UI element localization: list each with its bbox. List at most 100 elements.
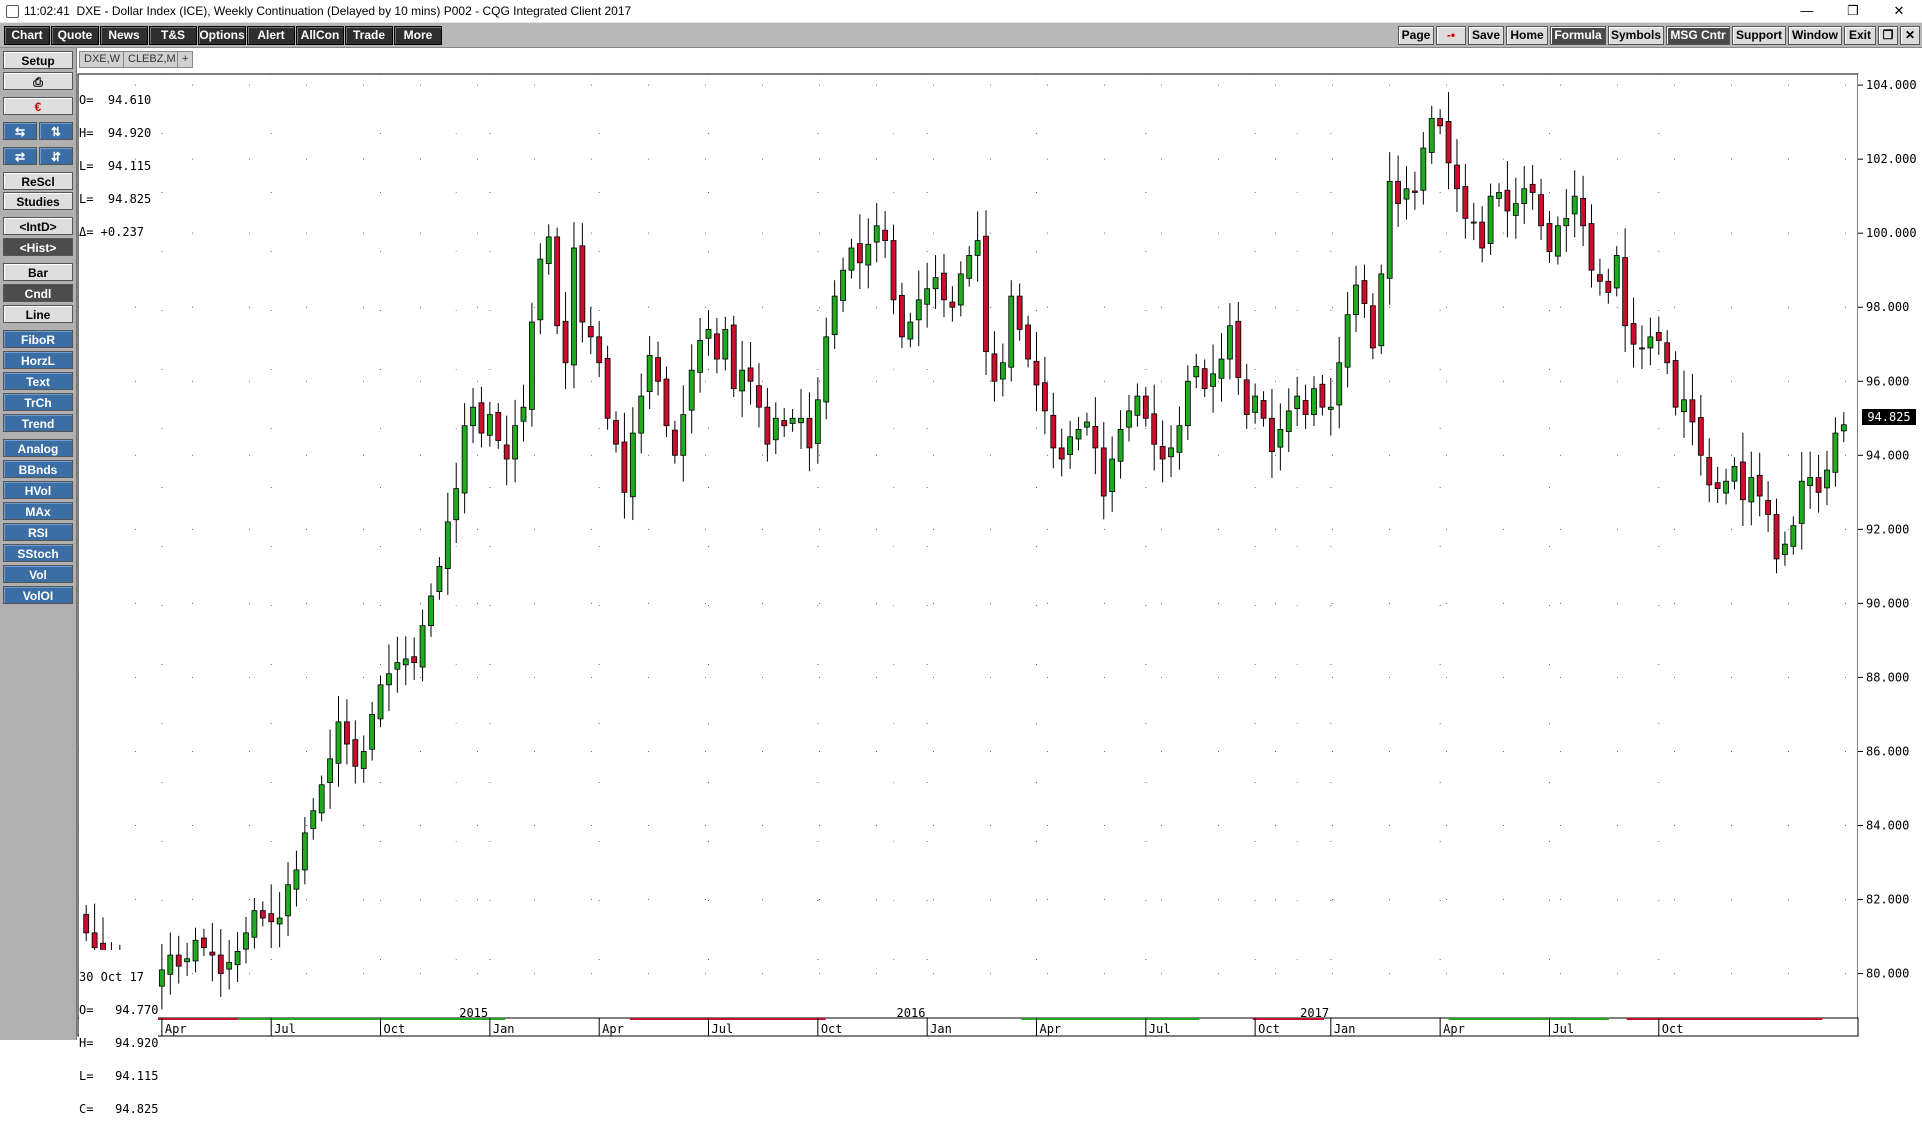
candle (722, 316, 729, 371)
horizontal-line-tool-button[interactable]: HorzL (3, 351, 73, 369)
tab-add[interactable]: + (177, 51, 194, 68)
candle-body (596, 336, 603, 364)
currency-button[interactable]: € (3, 97, 73, 115)
save-button[interactable]: Save (1468, 26, 1504, 45)
trend-tool-button[interactable]: Trend (3, 414, 73, 432)
menu-options[interactable]: Options (198, 26, 246, 45)
study-vol-button[interactable]: Vol (3, 565, 73, 583)
candle-body (243, 932, 249, 950)
candle-body (1840, 424, 1847, 432)
home-button[interactable]: Home (1506, 26, 1548, 45)
candle (974, 211, 981, 282)
msg-cntr-button[interactable]: MSG Cntr (1666, 26, 1730, 45)
text-tool-button[interactable]: Text (3, 372, 73, 390)
euro-icon: € (34, 100, 42, 114)
candle-body (924, 288, 931, 305)
candle-body (360, 751, 367, 769)
line-chart-button[interactable]: Line (3, 305, 73, 323)
candle-body (764, 406, 771, 445)
y-tick-label: 98.000 (1866, 300, 1909, 314)
scroll-vertical-button[interactable]: ⇅ (39, 122, 73, 140)
candle (873, 203, 880, 263)
candle (890, 224, 897, 315)
candle (520, 384, 527, 442)
candle (739, 340, 746, 418)
candle (1723, 468, 1729, 505)
study-hvol-button[interactable]: HVol (3, 481, 73, 499)
menu-news[interactable]: News (100, 26, 148, 45)
study-sstoch-button[interactable]: SStoch (3, 544, 73, 562)
candle (587, 307, 594, 355)
menu-trade[interactable]: Trade (345, 26, 393, 45)
page-button[interactable]: Page (1398, 26, 1434, 45)
candle-chart-button[interactable]: Cndl (3, 284, 73, 302)
study-voloi-button[interactable]: VolOI (3, 586, 73, 604)
studies-button[interactable]: Studies (3, 192, 73, 210)
candle-body (1613, 254, 1620, 289)
candle (1420, 132, 1427, 205)
price-chart[interactable]: 104.000 102.000 100.000 98.000 96.000 94.000 9… (0, 0, 1922, 1040)
rescale-button[interactable]: ReScl (3, 172, 73, 190)
candle (1361, 264, 1368, 318)
tab-dxe[interactable]: DXE,W (79, 51, 126, 68)
bar-chart-button[interactable]: Bar (3, 263, 73, 281)
candle-body (671, 429, 678, 456)
close-chart-icon[interactable]: ✕ (1900, 26, 1920, 45)
symbols-button[interactable]: Symbols (1608, 26, 1664, 45)
candle-body (1294, 395, 1301, 410)
menu-quote[interactable]: Quote (51, 26, 99, 45)
formula-button[interactable]: Formula (1550, 26, 1606, 45)
candle (772, 402, 779, 455)
candle-body (301, 832, 308, 871)
expand-button[interactable]: ⇵ (39, 147, 73, 165)
candle (646, 336, 653, 409)
compress-button[interactable]: ⇄ (3, 147, 37, 165)
close-button[interactable]: ✕ (1893, 3, 1905, 18)
fibo-tool-button[interactable]: FiboR (3, 330, 73, 348)
candle-body (1378, 273, 1385, 347)
restore-chart-icon[interactable]: ❐ (1878, 26, 1898, 45)
study-bbands-button[interactable]: BBnds (3, 460, 73, 478)
menu-ts[interactable]: T&S (149, 26, 197, 45)
candle-body (949, 301, 956, 308)
time-axis-strip (1252, 1018, 1324, 1020)
candle (1832, 417, 1839, 487)
candle-body (907, 321, 914, 340)
candle-body (1210, 373, 1216, 387)
exit-button[interactable]: Exit (1844, 26, 1876, 45)
support-button[interactable]: Support (1732, 26, 1786, 45)
candle (730, 315, 737, 397)
print-button[interactable]: ⎙ (3, 72, 73, 90)
cursor-low: L= 94.115 (79, 1069, 159, 1083)
tab-clebz[interactable]: CLEBZ,M (123, 51, 181, 68)
trend-channel-tool-button[interactable]: TrCh (3, 393, 73, 411)
window-button[interactable]: Window (1788, 26, 1842, 45)
candle-body (1369, 305, 1376, 349)
candle-body (882, 229, 889, 241)
candle (1126, 394, 1132, 442)
menu-chart[interactable]: Chart (4, 26, 50, 45)
restore-button[interactable]: ❐ (1847, 3, 1859, 18)
x-month-label: Jul (712, 1022, 734, 1036)
candle (831, 280, 838, 349)
minimize-button[interactable]: — (1800, 3, 1814, 18)
menu-allcon[interactable]: AllCon (296, 26, 344, 45)
candle (1117, 410, 1124, 479)
intraday-button[interactable]: <IntD> (3, 217, 73, 235)
page-nav-button[interactable]: -• (1436, 26, 1466, 45)
candle (1580, 175, 1586, 247)
menu-alert[interactable]: Alert (247, 26, 295, 45)
scroll-left-button[interactable]: ⇆ (3, 122, 37, 140)
candle (1664, 330, 1671, 375)
candle (1462, 163, 1469, 239)
menu-more[interactable]: More (394, 26, 442, 45)
study-analog-button[interactable]: Analog (3, 439, 73, 457)
study-rsi-button[interactable]: RSI (3, 523, 73, 541)
historical-button[interactable]: <Hist> (3, 238, 73, 256)
candle (1100, 421, 1107, 520)
candle-body (865, 243, 872, 266)
candle-body (1420, 147, 1427, 191)
candle-body (1622, 257, 1629, 327)
study-max-button[interactable]: MAx (3, 502, 73, 520)
setup-button[interactable]: Setup (3, 51, 73, 69)
